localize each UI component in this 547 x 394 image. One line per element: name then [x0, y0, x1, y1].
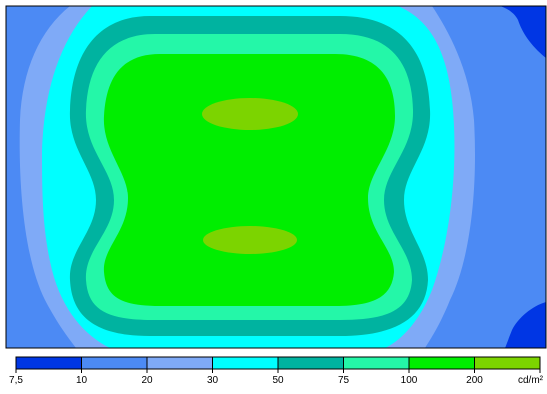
legend-tick-label: 75 — [338, 375, 350, 386]
legend-swatch — [474, 356, 541, 370]
legend-swatch — [81, 356, 148, 370]
contour-band-10-20-left — [6, 6, 76, 348]
legend-tick-label: 20 — [141, 375, 153, 386]
legend-tick-label: 7,5 — [9, 375, 23, 386]
legend-tick-label: 100 — [401, 375, 418, 386]
legend-swatch — [146, 356, 213, 370]
legend-swatch — [15, 356, 82, 370]
contour-band-7.5-10-top-right — [500, 6, 546, 58]
contour-band-7.5-10-bottom-right — [505, 302, 546, 348]
contour-maximum-upper — [202, 98, 298, 130]
legend-swatch — [277, 356, 344, 370]
plot-frame — [5, 5, 547, 349]
legend-tick-label: 10 — [76, 375, 88, 386]
legend-tick-label: 30 — [207, 375, 219, 386]
legend-unit-label: cd/m² — [518, 375, 544, 386]
contour-band-10-20-right — [425, 6, 546, 348]
legend-swatch — [408, 356, 475, 370]
legend-swatch — [343, 356, 410, 370]
legend-tick-label: 50 — [272, 375, 284, 386]
contour-band-100-200 — [103, 54, 395, 306]
legend-tick-label: 200 — [466, 375, 483, 386]
contour-maximum-lower — [203, 226, 297, 254]
legend-swatch — [212, 356, 279, 370]
